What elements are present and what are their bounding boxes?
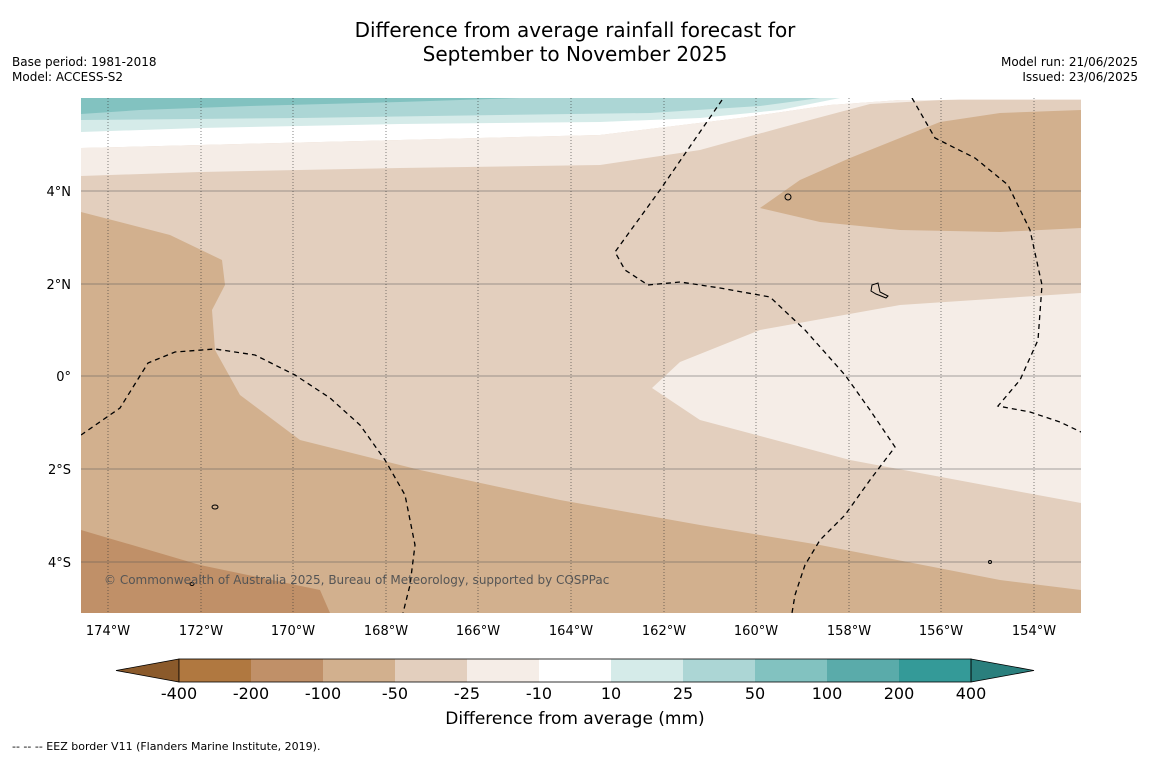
lon-labels: 174°W 172°W 170°W 168°W 166°W 164°W 162°… [86,624,1056,639]
island-1 [784,193,792,201]
island-2 [870,282,889,299]
colorbar-tick-label: 25 [673,684,693,703]
colorbar-segment [755,659,827,682]
eez-borders [81,98,1081,613]
islands [189,193,992,586]
colorbar-tick-label: 200 [884,684,915,703]
map-title: Difference from average rainfall forecas… [0,18,1150,66]
colorbar-tick-label: 100 [812,684,843,703]
lat-label-4s: 4°S [48,556,71,571]
colorbar-tick-label: -100 [305,684,341,703]
zone-minus-100-200 [81,530,330,613]
lon-label-156w: 156°W [919,624,963,639]
meta-left: Base period: 1981-2018 Model: ACCESS-S2 [12,55,157,85]
graticule [81,190,1081,563]
colorbar-segment [251,659,323,682]
colorbar-segment [899,659,971,682]
lat-label-2n: 2°N [47,278,72,293]
zone-minus-50-100-sw [81,212,1081,613]
title-line-2: September to November 2025 [422,42,728,66]
lat-label-2s: 2°S [48,463,71,478]
zone-plus-50-100 [81,98,520,114]
lon-label-168w: 168°W [364,624,408,639]
zone-minus-10-25-top [81,98,1081,176]
island-4 [189,582,195,586]
title-line-1: Difference from average rainfall forecas… [354,18,796,42]
colorbar-segment [467,659,539,682]
colorbar-extend-high [970,658,1035,683]
colorbar-title: Difference from average (mm) [445,709,705,729]
colorbar-extend-low [115,658,180,683]
lat-labels: 4°N 2°N 0° 2°S 4°S [47,185,72,571]
colorbar-tick-label: -200 [233,684,269,703]
colorbar-tick-label: -400 [161,684,197,703]
meta-right: Model run: 21/06/2025 Issued: 23/06/2025 [1001,55,1138,85]
lon-label-160w: 160°W [734,624,778,639]
lon-label-162w: 162°W [642,624,686,639]
island-3 [211,504,219,510]
rainfall-field [81,98,1081,613]
colorbar-segment [395,659,467,682]
colorbar-tick-label: -50 [382,684,408,703]
eez-footnote: -- -- -- EEZ border V11 (Flanders Marine… [12,740,321,753]
lon-label-158w: 158°W [827,624,871,639]
colorbar-segment [683,659,755,682]
colorbar-segment [179,659,251,682]
copyright-text: © Commonwealth of Australia 2025, Bureau… [104,573,609,587]
colorbar-segment [539,659,611,682]
colorbar-tick-label: 50 [745,684,765,703]
colorbar-tick-label: 10 [601,684,621,703]
colorbar-frame [178,658,972,683]
lat-label-4n: 4°N [47,185,72,200]
colorbar-segment [323,659,395,682]
colorbar: -400 -200 -100 -50 -25 -10 10 25 50 100 200 400 [115,658,1035,703]
issued-date: Issued: 23/06/2025 [1022,70,1138,84]
lon-label-164w: 164°W [549,624,593,639]
base-period: Base period: 1981-2018 [12,55,157,69]
lat-label-eq: 0° [56,370,71,385]
lon-label-174w: 174°W [86,624,130,639]
lon-label-166w: 166°W [456,624,500,639]
lon-label-170w: 170°W [271,624,315,639]
island-5 [988,560,992,564]
zone-minus-50-100-ne [760,110,1081,232]
lon-label-154w: 154°W [1012,624,1056,639]
lon-label-172w: 172°W [179,624,223,639]
model-run: Model run: 21/06/2025 [1000,55,1138,69]
colorbar-tick-label: -25 [454,684,480,703]
meridians [107,98,1035,613]
colorbar-segment [611,659,683,682]
colorbar-tick-label: -10 [526,684,552,703]
colorbar-segment [827,659,899,682]
model-name: Model: ACCESS-S2 [12,70,124,84]
colorbar-tick-label: 400 [956,684,987,703]
zone-minus-10-25-east [652,293,1081,503]
